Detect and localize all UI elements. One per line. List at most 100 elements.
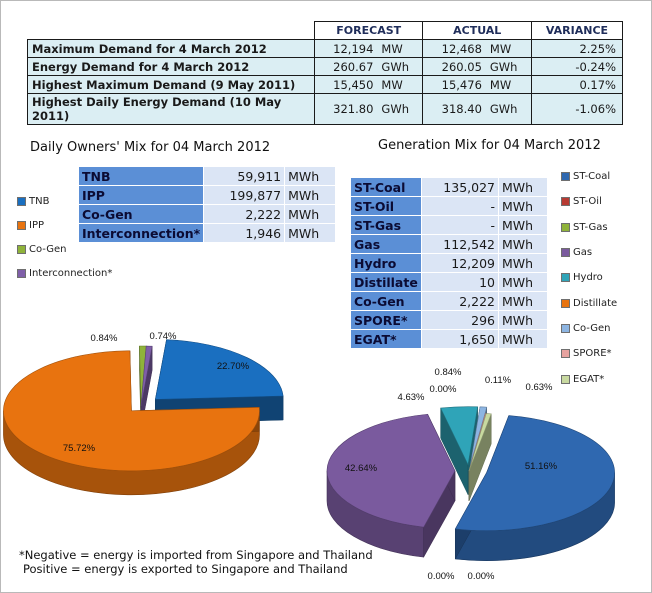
legend-item-cogen: Co-Gen xyxy=(561,316,617,341)
mix-label: TNB xyxy=(77,166,205,186)
legend-label: Co-Gen xyxy=(29,243,67,255)
legend-label: TNB xyxy=(29,195,50,207)
forecast-value: 12,194 xyxy=(314,39,380,58)
legend-swatch xyxy=(561,222,570,232)
legend-swatch xyxy=(17,244,26,254)
actual-value: 15,476 xyxy=(422,75,488,94)
mix-value: - xyxy=(421,196,499,216)
summary-corner xyxy=(27,21,315,40)
legend-label: ST-Oil xyxy=(573,196,602,208)
forecast-value: 15,450 xyxy=(314,75,380,94)
mix-label: ST-Oil xyxy=(350,196,422,216)
footnote: *Negative = energy is imported from Sing… xyxy=(19,548,373,576)
pie-slice-gas xyxy=(326,413,456,528)
legend-swatch xyxy=(561,273,570,283)
forecast-value: 321.80 xyxy=(314,93,380,125)
pie-slice-co-gen xyxy=(470,406,488,465)
mix-row: EGAT* 1,650 MWh xyxy=(350,329,548,349)
mix-label: ST-Coal xyxy=(350,177,422,197)
pie-data-label-st-gas: 0.00% xyxy=(428,571,455,582)
mix-value: 12,209 xyxy=(421,253,499,273)
mix-row: ST-Gas - MWh xyxy=(350,215,548,235)
mix-label: Interconnection* xyxy=(77,223,205,243)
summary-row: Highest Maximum Demand (9 May 2011) 15,4… xyxy=(27,75,624,94)
legend-label: Distillate xyxy=(573,297,618,309)
legend-swatch xyxy=(561,374,570,384)
legend-item-egat: EGAT* xyxy=(561,366,617,391)
mix-row: Co-Gen 2,222 MWh xyxy=(350,291,548,311)
owners-mix-table: TNB 59,911 MWh IPP 199,877 MWh Co-Gen 2,222 MW… xyxy=(77,166,337,243)
mix-unit: MWh xyxy=(284,204,337,224)
actual-value: 260.05 xyxy=(422,57,488,76)
legend-item-ipp: IPP xyxy=(17,213,112,237)
pie-slice-tnb xyxy=(154,339,284,400)
mix-row: Hydro 12,209 MWh xyxy=(350,253,548,273)
legend-label: Gas xyxy=(573,247,593,259)
variance-value: -1.06% xyxy=(530,93,624,125)
footnote-line-1: *Negative = energy is imported from Sing… xyxy=(19,548,373,562)
pie-data-label-st-oil: 0.00% xyxy=(430,384,457,395)
legend-swatch xyxy=(17,268,26,278)
mix-row: Co-Gen 2,222 MWh xyxy=(77,204,337,224)
legend-label: Hydro xyxy=(573,272,603,284)
legend-swatch xyxy=(17,220,26,230)
pie-data-label-co-gen: 0.84% xyxy=(91,333,118,344)
row-label: Energy Demand for 4 March 2012 xyxy=(27,57,315,76)
pie-data-label-distillate: 0.00% xyxy=(468,571,495,582)
generation-mix-legend: ST-Coal ST-Oil ST-Gas Gas Hydro Distilla… xyxy=(561,164,617,392)
mix-label: SPORE* xyxy=(350,310,422,330)
pie-data-label-interconnection: 0.74% xyxy=(150,331,177,342)
legend-label: Interconnection* xyxy=(29,267,113,279)
mix-value: 296 xyxy=(421,310,499,330)
forecast-value: 260.67 xyxy=(314,57,380,76)
mix-unit: MWh xyxy=(284,185,337,205)
owners-mix-title: Daily Owners' Mix for 04 March 2012 xyxy=(30,140,271,155)
summary-header-row: FORECAST ACTUAL VARIANCE xyxy=(27,21,624,40)
legend-item-gas: Gas xyxy=(561,240,617,265)
legend-item-st-oil: ST-Oil xyxy=(561,189,617,214)
pie-slice-egat xyxy=(468,413,492,472)
actual-unit: GWh xyxy=(487,93,532,125)
pie-data-label-gas: 42.64% xyxy=(345,463,378,474)
mix-row: TNB 59,911 MWh xyxy=(77,166,337,186)
legend-item-hydro: Hydro xyxy=(561,265,617,290)
legend-item-st-coal: ST-Coal xyxy=(561,164,617,189)
mix-row: ST-Coal 135,027 MWh xyxy=(350,177,548,197)
mix-unit: MWh xyxy=(498,234,548,254)
legend-swatch xyxy=(561,248,570,258)
legend-item-distillate: Distillate xyxy=(561,290,617,315)
pie-slice-st-coal xyxy=(454,415,615,531)
pie-data-label-co-gen: 0.84% xyxy=(435,367,462,378)
pie-slice-ipp xyxy=(3,350,260,472)
pie-data-label-ipp: 75.72% xyxy=(63,443,96,454)
forecast-unit: MW xyxy=(379,39,424,58)
mix-unit: MWh xyxy=(498,329,548,349)
legend-label: Co-Gen xyxy=(573,322,611,334)
row-label: Highest Maximum Demand (9 May 2011) xyxy=(27,75,315,94)
legend-label: IPP xyxy=(29,219,45,231)
forecast-unit: GWh xyxy=(379,57,424,76)
mix-unit: MWh xyxy=(498,196,548,216)
generation-mix-title: Generation Mix for 04 March 2012 xyxy=(378,138,601,153)
legend-label: SPORE* xyxy=(573,348,612,360)
mix-unit: MWh xyxy=(284,223,337,243)
mix-value: - xyxy=(421,215,499,235)
mix-label: Gas xyxy=(350,234,422,254)
legend-swatch xyxy=(561,323,570,333)
actual-value: 318.40 xyxy=(422,93,488,125)
mix-row: ST-Oil - MWh xyxy=(350,196,548,216)
mix-label: Distillate xyxy=(350,272,422,292)
mix-label: EGAT* xyxy=(350,329,422,349)
pie-owners-mix: 22.70% 75.72% 0.84% 0.74% xyxy=(3,331,284,495)
mix-unit: MWh xyxy=(498,177,548,197)
pie-data-label-egat: 0.63% xyxy=(526,382,553,393)
owners-mix-legend: TNB IPP Co-Gen Interconnection* xyxy=(17,189,112,285)
footnote-line-2: Positive = energy is exported to Singapo… xyxy=(23,562,348,576)
mix-unit: MWh xyxy=(498,215,548,235)
mix-value: 1,650 xyxy=(421,329,499,349)
mix-value: 1,946 xyxy=(203,223,286,243)
legend-item-tnb: TNB xyxy=(17,189,112,213)
variance-value: 0.17% xyxy=(530,75,624,94)
mix-value: 135,027 xyxy=(421,177,499,197)
mix-row: Gas 112,542 MWh xyxy=(350,234,548,254)
